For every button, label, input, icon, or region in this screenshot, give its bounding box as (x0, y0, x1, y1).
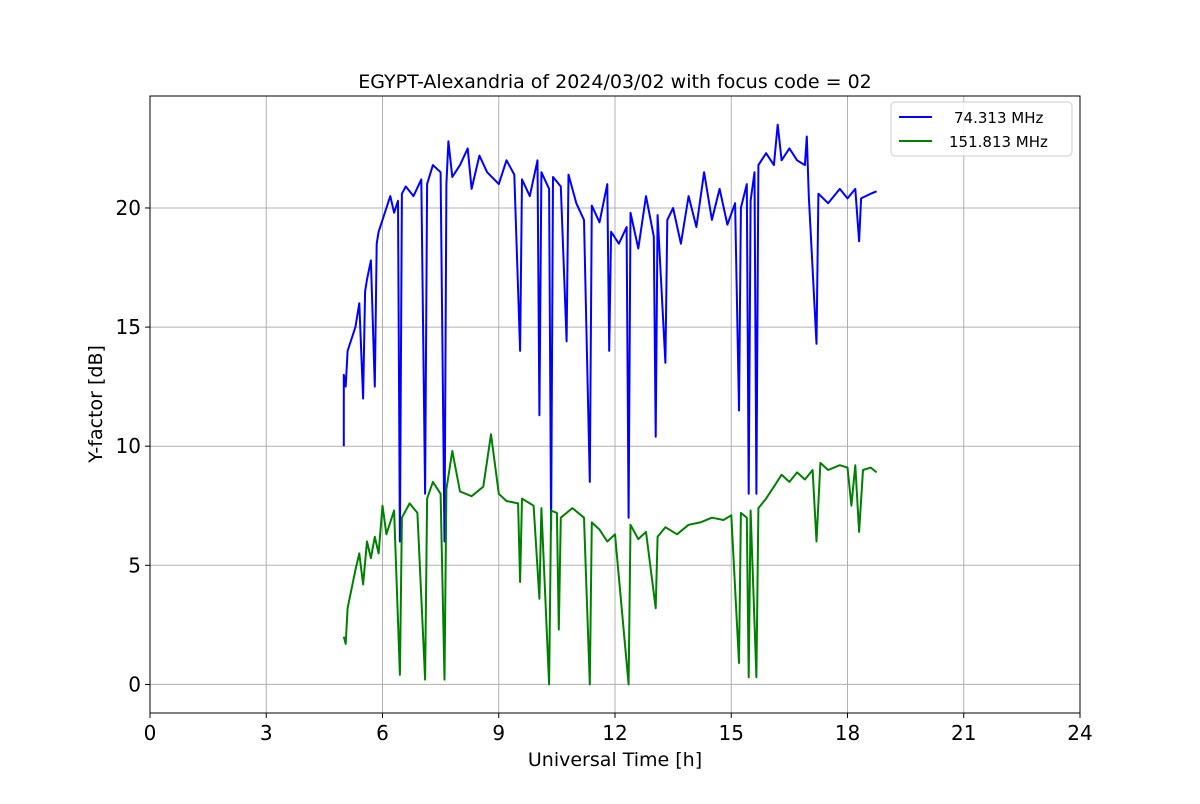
legend-label-151813: 151.813 MHz (949, 133, 1048, 151)
x-tick-label: 15 (719, 721, 744, 745)
plot-series (342, 123, 878, 686)
x-tick-label: 0 (144, 721, 157, 745)
legend-label-74313: 74.313 MHz (954, 109, 1043, 127)
y-tick-label: 5 (128, 553, 141, 577)
x-tick-label: 3 (260, 721, 273, 745)
axis-ticks: 0 3 6 9 12 15 18 21 24 0 5 10 15 20 (116, 196, 1093, 745)
y-axis-label: Y-factor [dB] (85, 345, 107, 464)
y-tick-label: 0 (128, 672, 141, 696)
x-tick-label: 24 (1067, 721, 1092, 745)
series-line-74313 (342, 123, 877, 543)
chart-title: EGYPT-Alexandria of 2024/03/02 with focu… (358, 71, 872, 93)
x-tick-label: 12 (602, 721, 627, 745)
y-tick-label: 20 (116, 196, 141, 220)
legend-frame (890, 101, 1073, 157)
x-axis-label: Universal Time [h] (528, 749, 702, 771)
x-tick-label: 21 (951, 721, 976, 745)
x-tick-label: 6 (376, 721, 389, 745)
y-tick-label: 10 (116, 434, 141, 458)
x-tick-label: 18 (835, 721, 860, 745)
y-tick-label: 15 (116, 315, 141, 339)
series-line-151813 (342, 433, 878, 686)
legend: 74.313 MHz 151.813 MHz (890, 101, 1073, 157)
x-tick-label: 9 (492, 721, 505, 745)
